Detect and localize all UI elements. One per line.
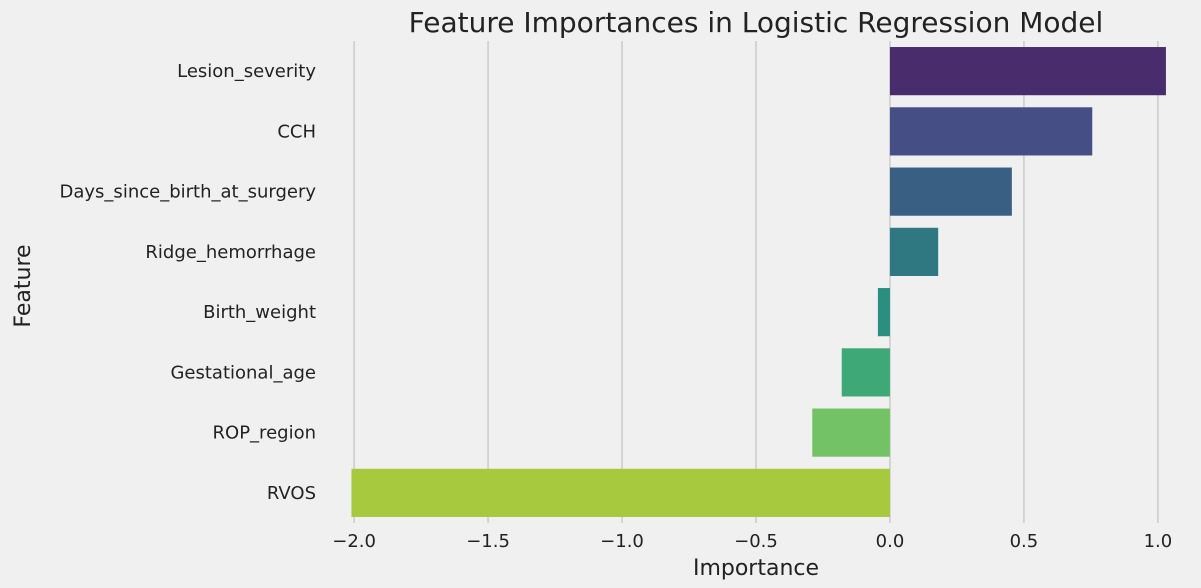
x-tick-label: 0.0: [876, 531, 905, 552]
bar-ridge-hemorrhage: [889, 227, 939, 276]
grid-lines: [353, 41, 1159, 523]
bar-gestational-age: [841, 348, 890, 397]
bar-rop-region: [812, 408, 890, 457]
y-tick-label: RVOS: [267, 483, 316, 504]
y-tick-label: Days_since_birth_at_surgery: [60, 182, 317, 203]
x-tick-label: 0.5: [1010, 531, 1039, 552]
x-tick-labels: −2.0 −1.5 −1.0 −0.5 0.0 0.5 1.0: [332, 531, 1172, 552]
bar-birth-weight: [877, 288, 890, 337]
x-tick-label: −0.5: [734, 531, 778, 552]
y-tick-label: Lesion_severity: [177, 61, 316, 82]
y-axis-title: Feature: [11, 244, 36, 327]
x-tick-label: −1.0: [600, 531, 644, 552]
bar-days-since-birth-at-surgery: [889, 167, 1012, 216]
y-tick-labels: Lesion_severity CCH Days_since_birth_at_su…: [60, 61, 317, 504]
bar-cch: [889, 107, 1093, 156]
y-tick-label: ROP_region: [213, 423, 316, 444]
x-tick-label: −2.0: [332, 531, 376, 552]
y-tick-label: Gestational_age: [170, 362, 316, 383]
y-tick-label: Birth_weight: [203, 302, 316, 323]
chart-title: Feature Importances in Logistic Regressi…: [409, 6, 1104, 39]
x-tick-label: −1.5: [466, 531, 510, 552]
bar-lesion-severity: [889, 47, 1166, 96]
y-tick-label: Ridge_hemorrhage: [145, 242, 316, 263]
y-tick-label: CCH: [277, 121, 316, 142]
bars: [351, 47, 1166, 517]
bar-rvos: [351, 468, 890, 517]
x-axis-title: Importance: [693, 556, 819, 581]
x-tick-label: 1.0: [1144, 531, 1173, 552]
